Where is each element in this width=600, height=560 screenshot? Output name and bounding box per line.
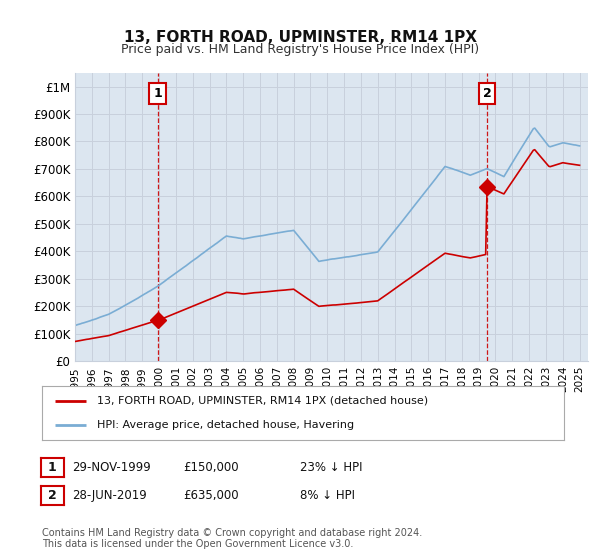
Text: 1: 1 — [48, 461, 56, 474]
Text: 2: 2 — [482, 87, 491, 100]
Text: £150,000: £150,000 — [183, 461, 239, 474]
Text: £635,000: £635,000 — [183, 489, 239, 502]
Text: 13, FORTH ROAD, UPMINSTER, RM14 1PX (detached house): 13, FORTH ROAD, UPMINSTER, RM14 1PX (det… — [97, 396, 428, 406]
Text: 23% ↓ HPI: 23% ↓ HPI — [300, 461, 362, 474]
Text: HPI: Average price, detached house, Havering: HPI: Average price, detached house, Have… — [97, 420, 354, 430]
Text: 2: 2 — [48, 489, 56, 502]
Text: Contains HM Land Registry data © Crown copyright and database right 2024.
This d: Contains HM Land Registry data © Crown c… — [42, 528, 422, 549]
Text: 1: 1 — [153, 87, 162, 100]
Text: 8% ↓ HPI: 8% ↓ HPI — [300, 489, 355, 502]
Text: 13, FORTH ROAD, UPMINSTER, RM14 1PX: 13, FORTH ROAD, UPMINSTER, RM14 1PX — [124, 30, 476, 45]
Text: 28-JUN-2019: 28-JUN-2019 — [72, 489, 147, 502]
Text: 29-NOV-1999: 29-NOV-1999 — [72, 461, 151, 474]
Text: Price paid vs. HM Land Registry's House Price Index (HPI): Price paid vs. HM Land Registry's House … — [121, 43, 479, 56]
